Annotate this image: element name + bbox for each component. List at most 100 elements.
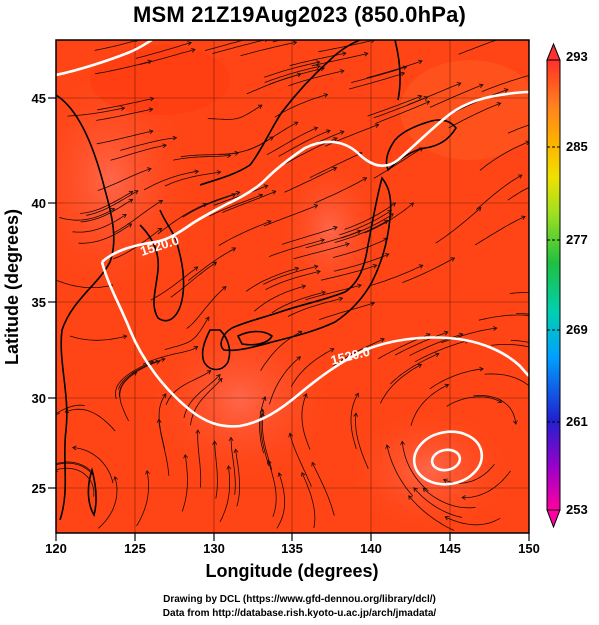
streamline-arrowhead [301,284,307,289]
streamline-arrowhead [444,516,450,521]
colorbar-lower-arrow [546,509,561,529]
streamline [507,186,529,201]
streamline [208,194,263,217]
streamline-arrowhead [293,121,299,126]
streamline [56,462,93,475]
x-axis-title: Longitude (degrees) [205,561,378,581]
streamline [333,253,389,272]
streamline-arrowhead [162,393,167,398]
streamline-arrowhead [122,334,128,340]
streamline-arrowhead [148,107,154,113]
streamline-arrowhead [442,478,448,484]
streamline-arrowhead [315,64,321,70]
streamline [197,429,202,488]
streamline-arrowhead [160,357,166,362]
streamline-arrowhead [147,35,151,39]
streamline [218,220,272,246]
streamline [235,449,240,507]
streamline [448,102,501,129]
colorbar-tick-label: 261 [566,414,588,429]
streamline [380,364,422,404]
streamline-arrowhead [257,104,263,109]
streamline [366,60,423,79]
streamline-arrowhead [383,220,389,225]
streamline [259,396,266,454]
streamline [56,461,94,474]
streamline-arrowhead [313,264,319,270]
streamline-arrowhead [509,34,513,38]
y-tick-label: 30 [32,391,46,406]
colorbar: 293 285 277 269 261 253 [546,42,588,529]
streamline-arrowhead [149,96,155,102]
streamline-arrowhead [226,465,232,470]
streamline [407,82,461,106]
colorbar-tick-label: 293 [566,49,588,64]
streamline-arrowhead [40,469,44,473]
streamline-arrowhead [354,392,359,398]
streamline [115,361,154,400]
streamline-arrowhead [496,102,502,107]
streamline [69,335,127,341]
streamline [305,284,362,301]
streamline [72,214,127,233]
streamline-arrowhead [205,316,210,322]
streamline-arrowhead [231,193,237,198]
x-tick-label: 140 [360,541,382,556]
streamline-arrowhead [456,82,462,87]
streamline [484,373,529,387]
streamline [263,204,318,227]
streamline-arrowhead [72,445,77,451]
streamline [475,174,523,211]
streamline-arrowhead [133,190,139,195]
streamline [278,130,331,157]
height-contours [56,40,529,486]
streamline-arrowhead [303,393,308,398]
streamline [314,177,367,204]
streamline-arrowhead [221,286,227,291]
streamline [170,261,217,298]
streamline [305,230,361,249]
streamline [394,331,448,356]
streamline-arrowhead [374,123,380,128]
streamline [118,360,160,397]
streamline [429,368,484,390]
streamline [473,395,517,425]
streamline-arrowhead [525,140,529,146]
streamline-arrowhead [497,398,503,403]
streamline [240,41,297,57]
credit-drawing: Drawing by DCL (https://www.gfd-dennou.o… [163,594,436,605]
streamline-arrowhead [479,366,484,372]
streamline-arrowhead [294,266,300,272]
colorbar-gradient [546,59,561,511]
colorbar-tick-label: 277 [566,232,588,247]
streamline [207,104,263,120]
streamline [333,338,385,367]
streamline [491,344,529,348]
streamline-arrowhead [216,170,222,175]
x-tick-label: 130 [203,541,225,556]
streamline-arrowhead [212,440,218,445]
streamline-arrowhead [345,242,350,247]
streamline [97,98,154,111]
streamline [190,378,223,426]
streamline [301,472,316,529]
streamline [98,476,118,529]
colorbar-upper-arrow [546,42,561,61]
streamline [284,167,337,193]
streamline [401,441,429,492]
streamline-arrowhead [341,51,347,57]
streamline-arrowhead [113,475,118,481]
streamline-arrowhead [362,177,368,182]
streamline-arrowhead [316,269,321,275]
streamline [435,207,482,244]
graticule [56,40,529,533]
streamline [409,333,463,357]
streamline [118,358,166,390]
streamline [56,467,95,497]
streamline [142,346,198,365]
streamline-arrowhead [363,51,369,57]
streamline [96,108,153,121]
streamline-arrowhead [333,225,338,231]
streamline [429,84,484,108]
streamline-arrowhead [271,190,277,195]
